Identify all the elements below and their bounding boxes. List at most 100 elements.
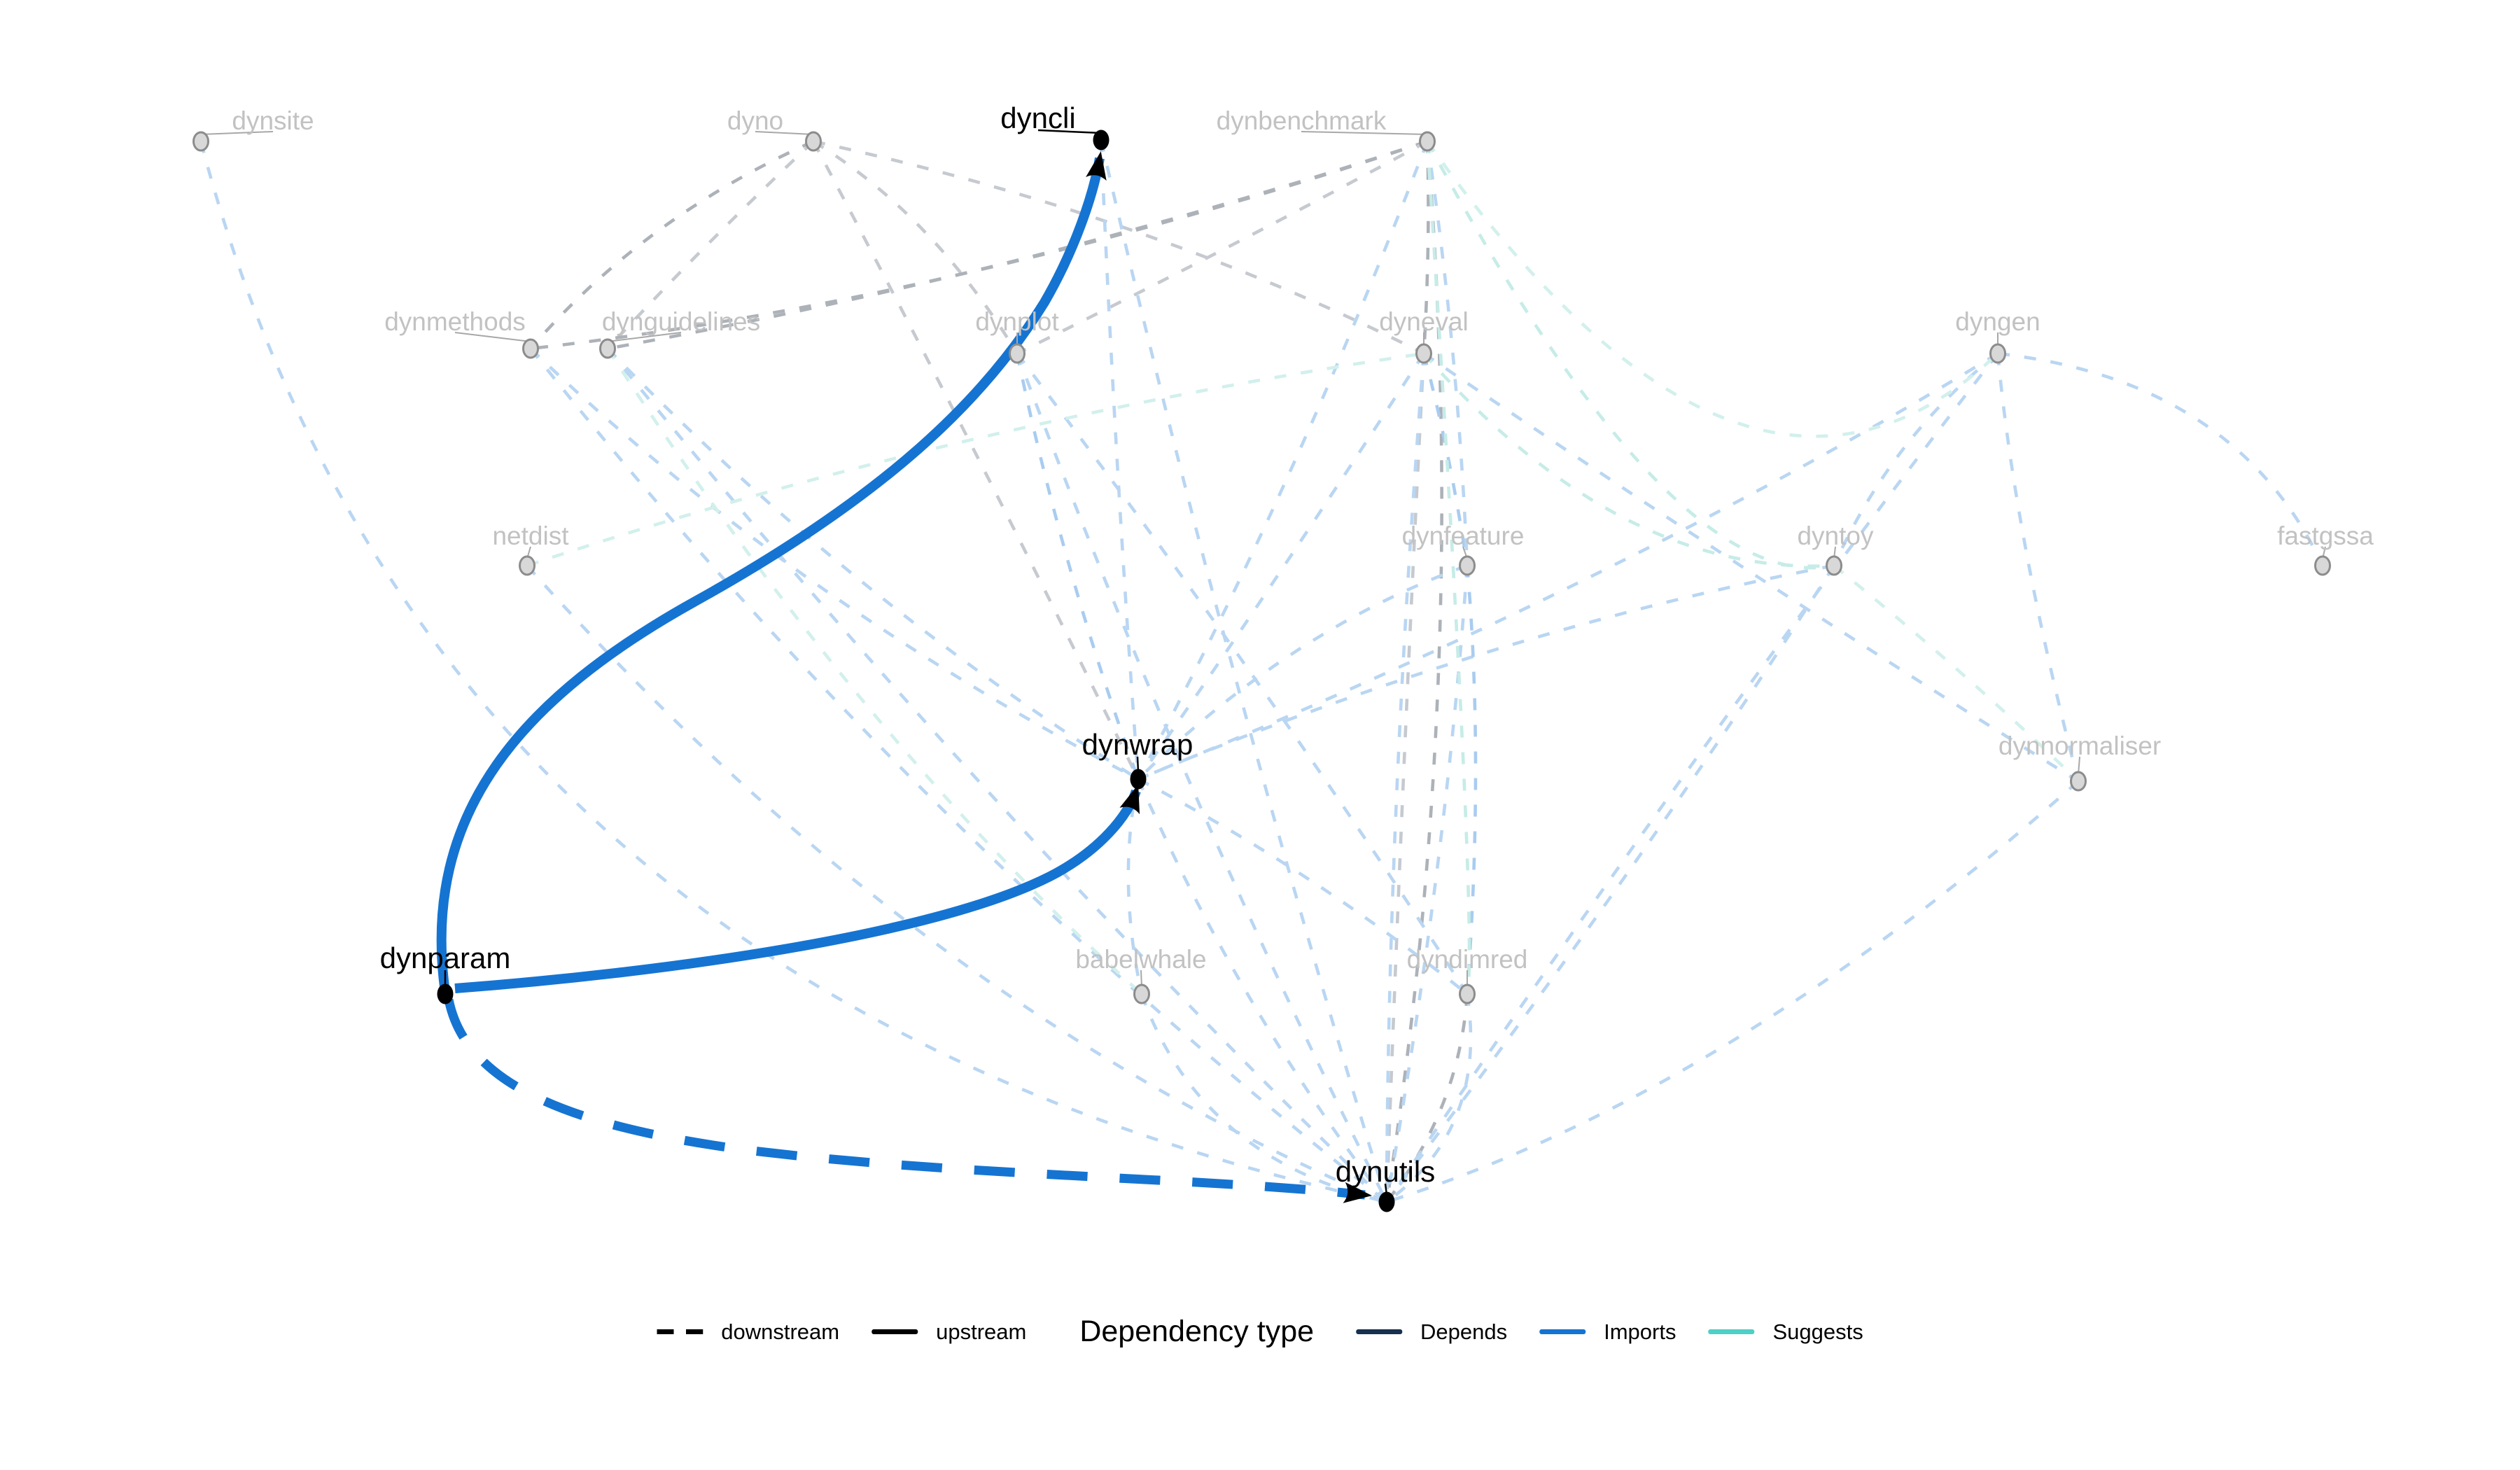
edge-dynfeature-dyndimred [1465, 565, 1478, 995]
edge-dynbenchmark-dyntoy [1425, 140, 1835, 570]
downstream-dashed-line-icon [657, 1329, 704, 1334]
legend-item-upstream: upstream [872, 1320, 1026, 1345]
edge-netdist-dynutils [526, 564, 1387, 1204]
node-netdist: netdist [492, 522, 569, 576]
node-label-dyndimred: dyndimred [1407, 945, 1528, 974]
node-dynsite: dynsite [192, 106, 314, 152]
node-label-netdist: netdist [492, 522, 569, 550]
node-label-dynparam: dynparam [380, 941, 511, 974]
node-label-dynplot: dynplot [975, 307, 1059, 336]
node-dynbenchmark: dynbenchmark [1217, 106, 1436, 152]
edge-dynbenchmark-dyndimred [1425, 141, 1471, 995]
edge-dynbenchmark-dynwrap [1136, 141, 1429, 780]
edge-dynguidelines-babelwhale [606, 347, 1143, 995]
legend-title: Dependency type [1079, 1315, 1315, 1348]
upstream-solid-line-icon [872, 1329, 918, 1334]
node-label-dynwrap: dynwrap [1082, 728, 1194, 761]
node-dynnormaliser: dynnormaliser [1998, 732, 2161, 792]
highlighted-dependency-edges [436, 151, 1372, 1203]
node-dyngen: dyngen [1955, 307, 2040, 364]
edge-dynplot-dynutils [1015, 353, 1389, 1203]
faded-dependency-edges [199, 139, 2325, 1204]
node-label-dyncli: dyncli [1000, 102, 1075, 134]
node-dyntoy: dyntoy [1797, 522, 1874, 576]
node-dynutils: dynutils [1336, 1155, 1435, 1212]
edge-dyneval-dyntoy [1422, 352, 1835, 568]
node-label-dynmethods: dynmethods [384, 307, 526, 336]
edge-dyntoy-dynutils [1385, 564, 1835, 1203]
edge-dynbenchmark-dynplot [1016, 139, 1429, 356]
downstream-label: downstream [721, 1319, 840, 1344]
node-dynfeature: dynfeature [1402, 522, 1525, 576]
edge-dyneval-dynutils [1385, 353, 1426, 1203]
node-dyneval: dyneval [1379, 307, 1469, 364]
edge-dynplot-dynwrap [1015, 353, 1140, 780]
edge-dynfeature-dynwrap [1137, 564, 1468, 780]
imports-line-icon [1539, 1329, 1586, 1334]
node-dyno: dyno [727, 106, 822, 152]
edge-dynbenchmark-dynguidelines [607, 139, 1428, 351]
edge-dyno-dynplot [812, 140, 1018, 355]
node-dyndimred: dyndimred [1407, 945, 1528, 1004]
edge-dyno-dyneval [813, 139, 1425, 356]
highlighted-edge-dynparam-dynwrap [454, 784, 1141, 993]
node-label-dyngen: dyngen [1955, 307, 2040, 336]
edge-dyngen-fastgssa [1997, 351, 2325, 566]
edge-dynmethods-dynwrap [529, 347, 1140, 781]
edge-dyndimred-dynutils [1385, 993, 1473, 1203]
node-label-dyneval: dyneval [1379, 307, 1469, 336]
edge-dyncli-dynutils [1099, 139, 1389, 1203]
edge-dyngen-dynutils [1385, 352, 1999, 1203]
legend-item-depends: Depends [1356, 1320, 1507, 1345]
node-label-dyntoy: dyntoy [1797, 522, 1874, 550]
edge-dynwrap-dynutils [1136, 778, 1388, 1203]
edge-dyno-dynwrap [811, 140, 1140, 780]
edge-dynbenchmark-dyngen [1426, 140, 1999, 438]
node-label-dynbenchmark: dynbenchmark [1217, 106, 1387, 135]
node-babelwhale: babelwhale [1075, 945, 1207, 1004]
package-nodes: dynsite dyno dyncli dynbenchmark dynmethods d… [192, 102, 2374, 1212]
edge-dynguidelines-dynutils [606, 347, 1388, 1203]
edge-dyneval-dynfeature [1422, 353, 1469, 566]
depends-line-icon [1356, 1329, 1403, 1334]
node-dynwrap: dynwrap [1082, 728, 1194, 790]
edge-dyngen-dynnormaliser [1996, 353, 2080, 782]
edge-dyneval-dynutils [1385, 353, 1426, 1203]
edge-dynmethods-dynutils [529, 347, 1388, 1203]
node-dynguidelines: dynguidelines [599, 307, 760, 359]
depends-label: Depends [1420, 1319, 1508, 1344]
legend: downstream upstream Dependency type Depe… [657, 1315, 1863, 1349]
node-label-dynguidelines: dynguidelines [602, 307, 760, 336]
highlighted-edge-dynparam-dyncli [436, 151, 1107, 993]
edge-dynguidelines-dynwrap [606, 347, 1140, 780]
imports-label: Imports [1604, 1319, 1676, 1344]
highlighted-edge-dynparam-dynutils [444, 998, 1372, 1203]
node-fastgssa: fastgssa [2277, 522, 2374, 576]
edge-dyneval-dynnormaliser [1422, 352, 2080, 783]
edge-dynwrap-dyndimred [1137, 777, 1469, 995]
node-label-dynutils: dynutils [1336, 1155, 1435, 1188]
node-dyncli: dyncli [1000, 102, 1110, 150]
node-label-dynnormaliser: dynnormaliser [1998, 732, 2161, 760]
edge-dynbenchmark-dynfeature [1425, 141, 1469, 566]
edge-netdist-dyneval [526, 351, 1424, 568]
edge-dyntoy-dynwrap [1138, 564, 1835, 781]
upstream-label: upstream [936, 1319, 1027, 1344]
node-dynmethods: dynmethods [384, 307, 539, 359]
node-label-babelwhale: babelwhale [1075, 945, 1206, 974]
edge-dyncli-dynwrap [1099, 139, 1140, 780]
legend-item-imports: Imports [1539, 1320, 1676, 1345]
edge-dynfeature-dynutils [1385, 565, 1469, 1203]
edge-dynsite-dynutils [199, 141, 1387, 1204]
edge-dyneval-dynwrap [1137, 352, 1425, 780]
edge-dyntoy-dynnormaliser [1833, 564, 2080, 783]
legend-item-suggests: Suggests [1708, 1320, 1863, 1345]
node-dynparam: dynparam [380, 941, 511, 1004]
node-label-fastgssa: fastgssa [2277, 522, 2374, 550]
suggests-label: Suggests [1772, 1319, 1863, 1344]
suggests-line-icon [1708, 1329, 1755, 1334]
edge-dyngen-dynwrap [1138, 352, 1999, 781]
node-label-dynfeature: dynfeature [1402, 522, 1525, 550]
legend-item-downstream: downstream [657, 1320, 839, 1345]
